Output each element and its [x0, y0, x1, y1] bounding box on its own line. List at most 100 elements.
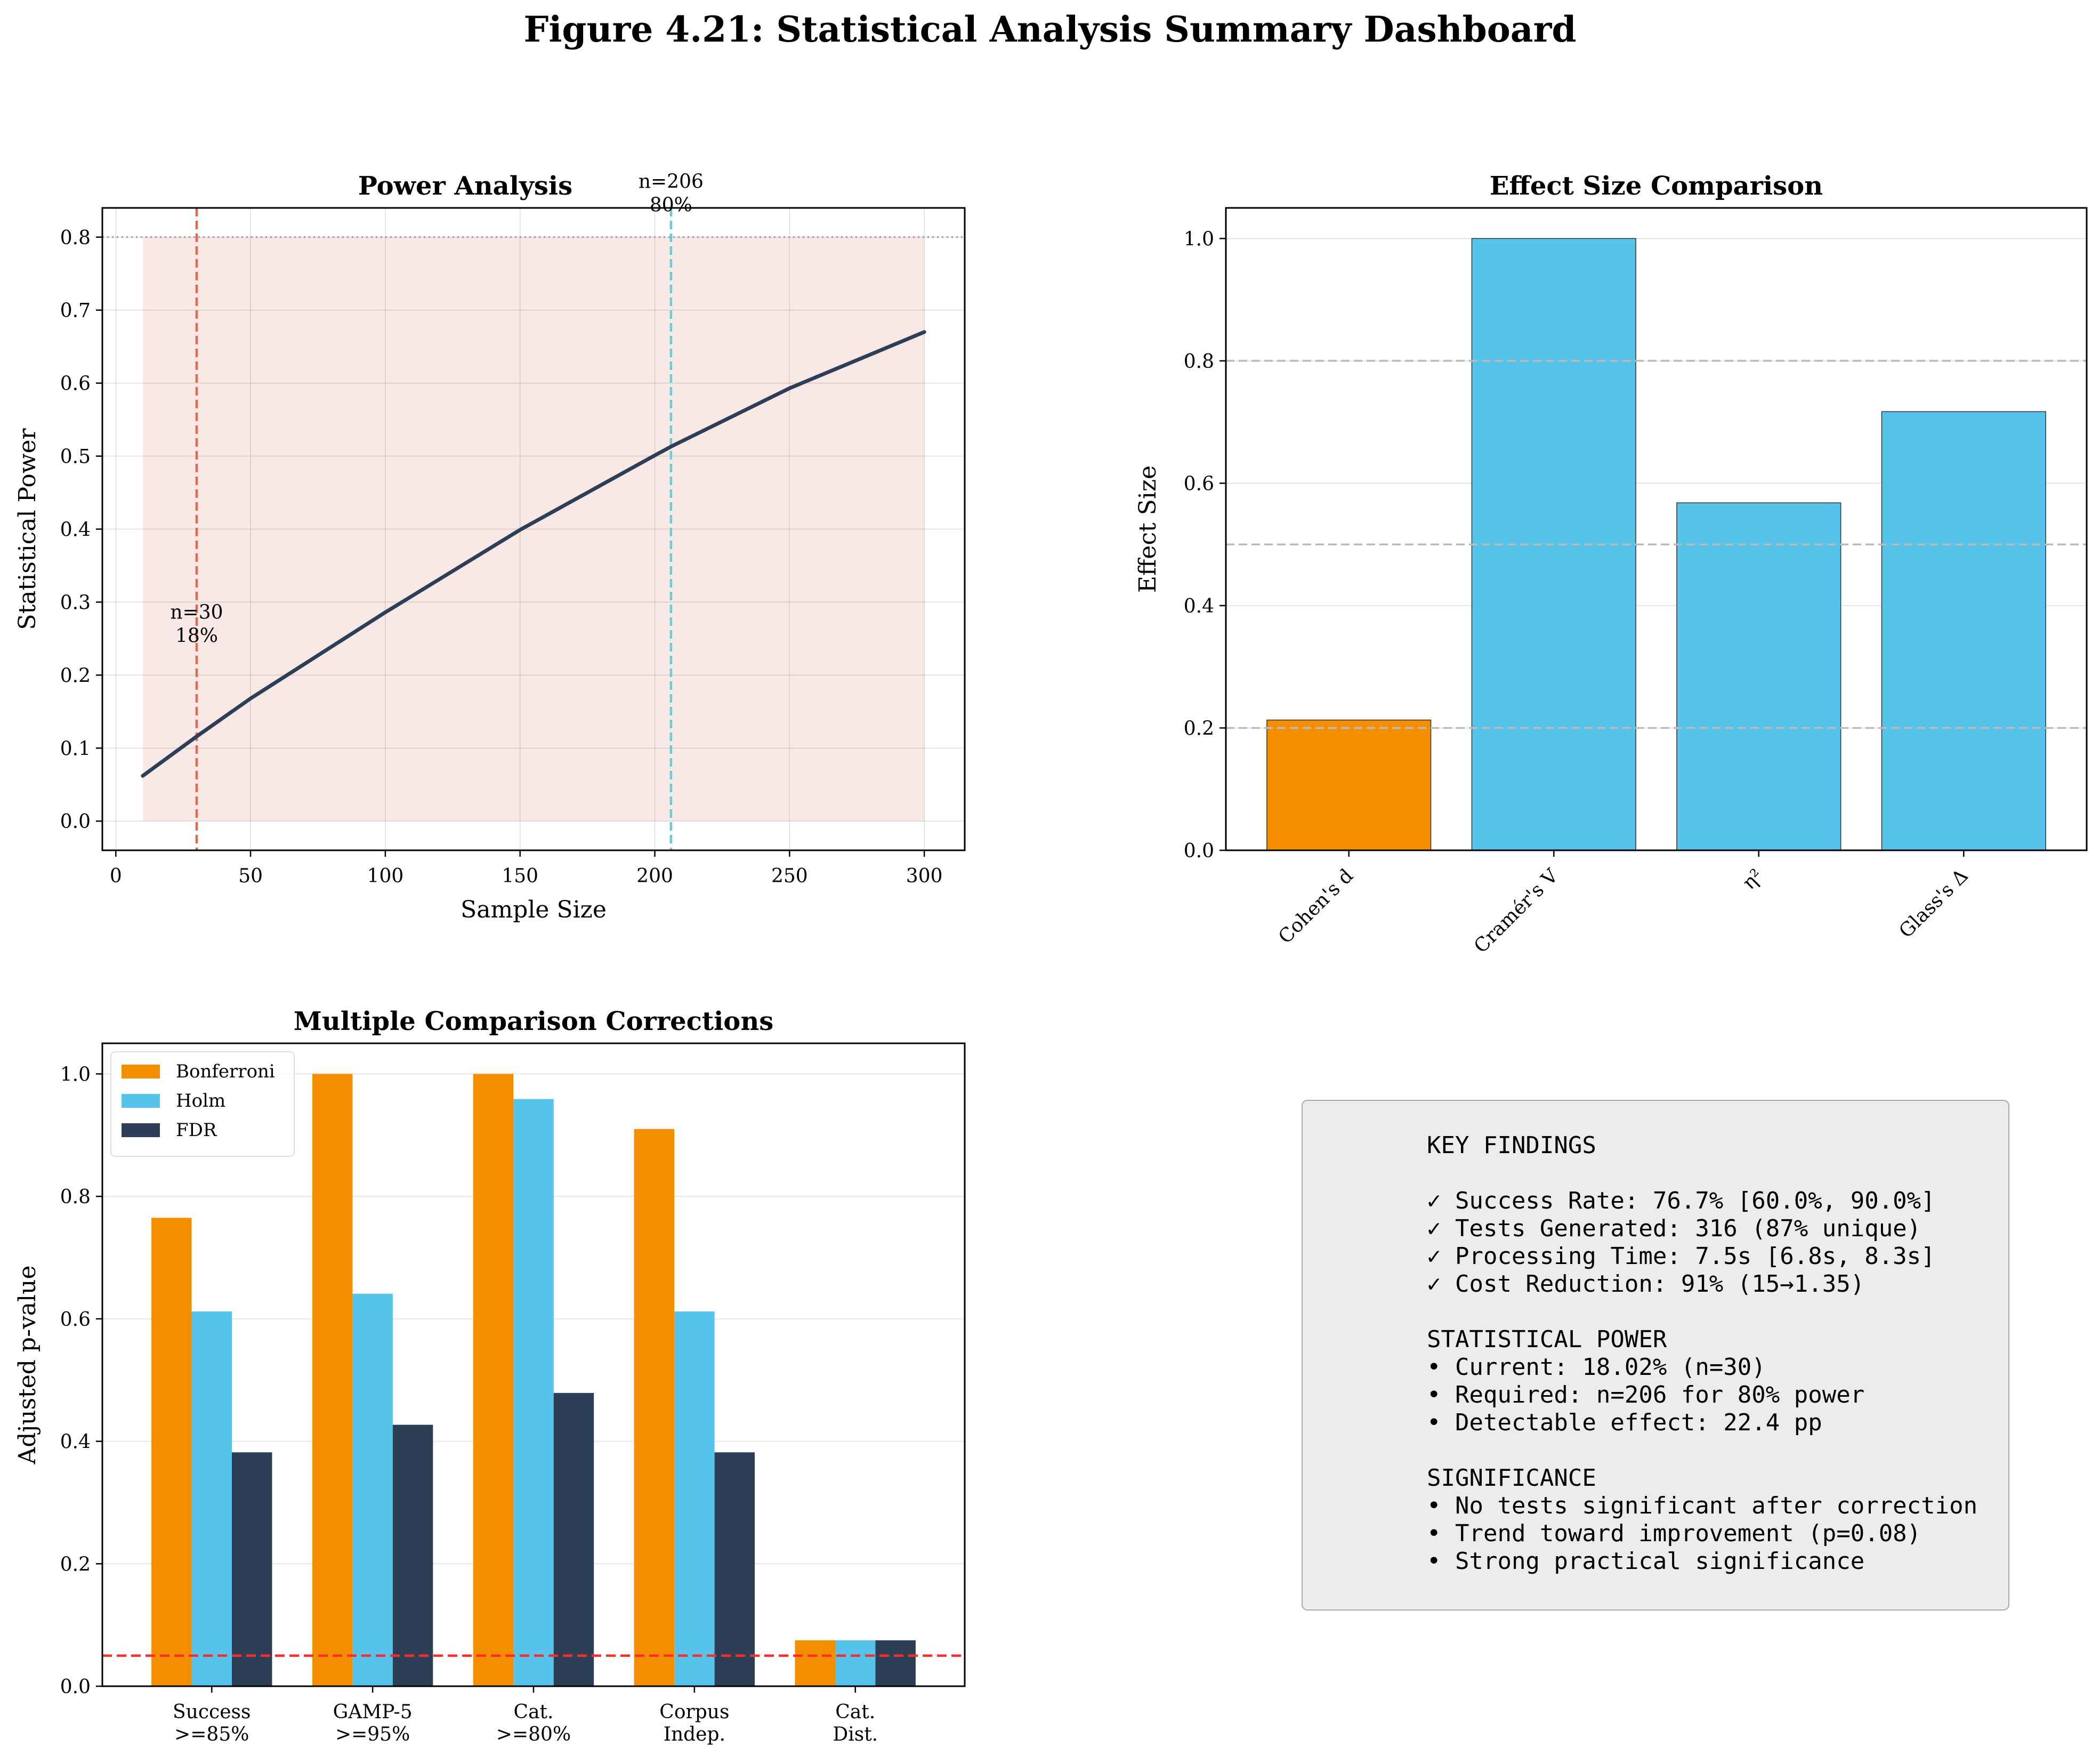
effect-x-tick-label: Glass's Δ — [1895, 865, 1972, 942]
effect-x-tick-label: η² — [1739, 865, 1767, 893]
corr-bar-bonferroni — [634, 1129, 675, 1686]
corr-x-tick-label: Cat. — [514, 1701, 554, 1723]
power-x-label: Sample Size — [461, 896, 607, 923]
corr-legend: Bonferroni Holm FDR — [110, 1051, 295, 1157]
power-y-tick-label: 0.5 — [60, 446, 91, 468]
corr-x-tick-label: >=95% — [335, 1724, 410, 1745]
corr-bar-bonferroni — [473, 1074, 514, 1686]
key-findings-panel: KEY FINDINGS ✓ Success Rate: 76.7% [60.0%… — [1302, 1100, 2009, 1611]
corr-x-tick-label: >=85% — [174, 1724, 249, 1745]
key-findings-text: KEY FINDINGS ✓ Success Rate: 76.7% [60.0%… — [1427, 1132, 1977, 1575]
corr-x-tick-label: Corpus — [659, 1701, 729, 1723]
effect-x-tick-label: Cohen's d — [1274, 865, 1358, 948]
corr-x-tick-label: Cat. — [835, 1701, 875, 1723]
corr-x-tick-label: GAMP-5 — [333, 1701, 413, 1723]
key-findings-line: ✓ Tests Generated: 316 (87% unique) — [1427, 1215, 1921, 1242]
effect-y-tick-label: 0.2 — [1184, 718, 1214, 739]
effect-bar — [1881, 411, 2046, 851]
corr-bar-holm — [674, 1311, 715, 1686]
effect-y-label: Effect Size — [1134, 465, 1161, 593]
power-y-tick-label: 0.8 — [60, 227, 91, 249]
power-marker-label: n=206 — [639, 171, 704, 193]
corr-bar-fdr — [232, 1452, 272, 1686]
corr-y-tick-label: 1.0 — [60, 1064, 91, 1085]
effect-bar — [1676, 502, 1841, 851]
corr-legend-label: Holm — [176, 1090, 225, 1112]
corr-bar-fdr — [392, 1424, 433, 1686]
power-x-tick-label: 250 — [771, 865, 808, 887]
corr-bar-holm — [513, 1099, 554, 1686]
power-title: Power Analysis — [358, 171, 572, 201]
effect-title: Effect Size Comparison — [1490, 171, 1823, 201]
corr-bar-bonferroni — [795, 1640, 835, 1686]
corr-bar-bonferroni — [312, 1074, 353, 1686]
corr-bar-bonferroni — [151, 1218, 192, 1686]
corr-x-tick-label: Dist. — [833, 1724, 878, 1745]
corr-y-tick-label: 0.6 — [60, 1309, 91, 1331]
key-findings-line: ✓ Success Rate: 76.7% [60.0%, 90.0%] — [1427, 1187, 1935, 1214]
corr-legend-label: Bonferroni — [176, 1061, 275, 1082]
key-findings-line: STATISTICAL POWER — [1427, 1326, 1667, 1353]
effect-y-tick-label: 0.8 — [1184, 351, 1214, 373]
power-y-tick-label: 0.6 — [60, 373, 91, 395]
key-findings-line: SIGNIFICANCE — [1427, 1464, 1596, 1492]
power-x-tick-label: 100 — [367, 865, 404, 887]
power-x-tick-label: 200 — [636, 865, 673, 887]
key-findings-box — [1302, 1100, 2009, 1611]
effect-y-tick-label: 0.0 — [1184, 840, 1214, 862]
multiple-comparison-chart: 0.0 0.2 0.4 0.6 0.8 1.0 Success>=85% GAMP-5>=95… — [14, 1007, 966, 1745]
key-findings-line: • Detectable effect: 22.4 pp — [1427, 1409, 1822, 1436]
corr-legend-swatch — [122, 1094, 160, 1108]
key-findings-line: • Trend toward improvement (p=0.08) — [1427, 1520, 1921, 1547]
corr-x-tick-label: >=80% — [496, 1724, 571, 1745]
corr-legend-swatch — [122, 1123, 160, 1137]
power-y-tick-label: 0.0 — [60, 811, 91, 833]
power-y-tick-label: 0.4 — [60, 519, 91, 541]
corr-bar-holm — [191, 1311, 232, 1686]
power-x-tick-label: 150 — [502, 865, 538, 887]
corr-bar-holm — [352, 1293, 393, 1686]
corr-x-tick-label: Success — [173, 1701, 251, 1723]
figure-title: Figure 4.21: Statistical Analysis Summar… — [523, 9, 1576, 50]
corr-x-tick-label: Indep. — [664, 1724, 725, 1745]
power-fill-band — [142, 237, 925, 822]
effect-x-tick-label: Cramér's V — [1470, 865, 1563, 957]
power-y-label: Statistical Power — [14, 428, 41, 630]
corr-y-tick-label: 0.2 — [60, 1553, 91, 1575]
corr-y-tick-label: 0.0 — [60, 1676, 91, 1698]
effect-size-chart: 0.0 0.2 0.4 0.6 0.8 1.0 Cohen's d Cramér's V η² G… — [1134, 171, 2088, 957]
key-findings-line: KEY FINDINGS — [1427, 1132, 1596, 1159]
key-findings-line: ✓ Processing Time: 7.5s [6.8s, 8.3s] — [1427, 1243, 1935, 1270]
power-y-tick-label: 0.3 — [60, 592, 91, 614]
power-marker-label: 80% — [650, 195, 692, 216]
power-y-tick-label: 0.2 — [60, 665, 91, 687]
corr-legend-label: FDR — [176, 1120, 217, 1141]
corr-y-tick-label: 0.8 — [60, 1186, 91, 1208]
corr-y-tick-label: 0.4 — [60, 1431, 91, 1453]
power-y-tick-label: 0.7 — [60, 300, 91, 322]
power-marker-label: n=30 — [170, 602, 223, 624]
effect-y-tick-label: 0.4 — [1184, 595, 1214, 617]
key-findings-line: • Current: 18.02% (n=30) — [1427, 1354, 1766, 1381]
power-y-tick-label: 0.1 — [60, 738, 91, 760]
key-findings-line: • Strong practical significance — [1427, 1548, 1864, 1575]
key-findings-line: • Required: n=206 for 80% power — [1427, 1381, 1864, 1408]
corr-title: Multiple Comparison Corrections — [294, 1007, 773, 1036]
effect-frame — [1225, 207, 2088, 851]
corr-legend-swatch — [122, 1065, 160, 1078]
corr-y-label: Adjusted p-value — [14, 1266, 41, 1465]
key-findings-line: • No tests significant after correction — [1427, 1492, 1977, 1519]
power-x-tick-label: 50 — [238, 865, 263, 887]
key-findings-line: ✓ Cost Reduction: 91% (15→1.35) — [1427, 1270, 1864, 1298]
effect-y-tick-label: 1.0 — [1184, 228, 1214, 250]
power-x-tick-label: 300 — [906, 865, 943, 887]
power-x-tick-label: 0 — [110, 865, 122, 887]
power-marker-label: 18% — [175, 625, 218, 647]
effect-bar — [1266, 719, 1432, 851]
corr-bar-fdr — [714, 1452, 755, 1686]
corr-bar-fdr — [875, 1640, 916, 1686]
effect-y-tick-label: 0.6 — [1184, 473, 1214, 495]
corr-bar-fdr — [553, 1392, 594, 1686]
